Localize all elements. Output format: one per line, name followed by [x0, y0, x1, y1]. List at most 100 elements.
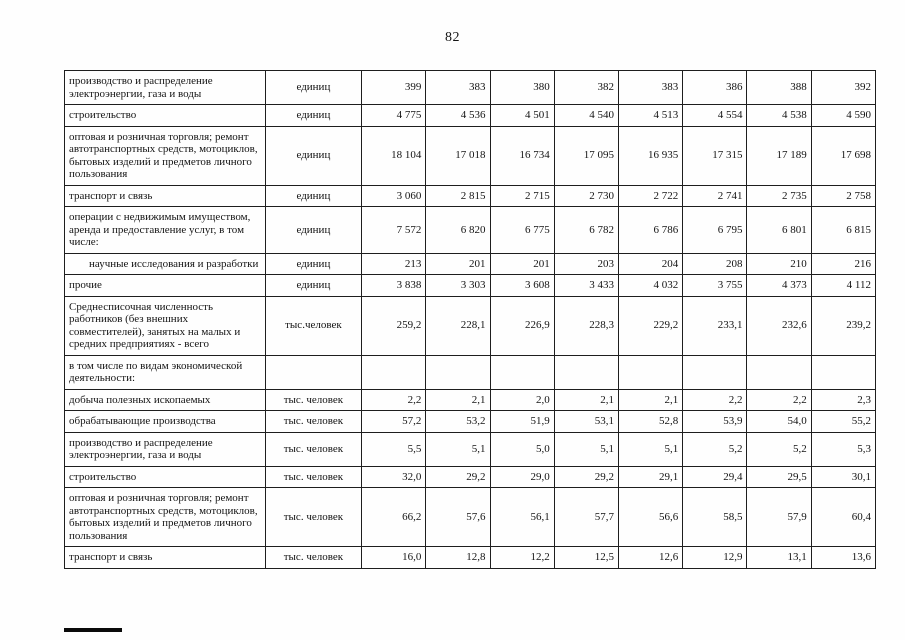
value-cell — [682, 354, 748, 390]
table-row: оптовая и розничная торговля; ремонт авт… — [64, 487, 877, 547]
value-cell: 5,3 — [810, 431, 877, 467]
row-unit: тыс. человек — [264, 546, 363, 569]
value-cell: 2,2 — [682, 388, 748, 411]
page-number: 82 — [445, 30, 460, 45]
value-cell: 4 536 — [425, 104, 491, 127]
value-cell: 3 303 — [425, 274, 491, 297]
value-cell: 5,1 — [425, 431, 491, 467]
value-cell: 2 815 — [425, 184, 491, 207]
value-cell: 208 — [682, 252, 748, 275]
value-cell: 5,2 — [746, 431, 812, 467]
value-cell: 5,0 — [489, 431, 555, 467]
row-label: Среднесписочная численность работников (… — [64, 295, 266, 356]
value-cell: 16 734 — [489, 125, 555, 186]
table-row: строительство единиц 4 775 4 536 4 501 4… — [64, 104, 877, 127]
row-label: добыча полезных ископаемых — [64, 388, 266, 411]
value-cell: 2,2 — [746, 388, 812, 411]
value-cell: 4 373 — [746, 274, 812, 297]
value-cell — [810, 354, 877, 390]
value-cell — [618, 354, 684, 390]
value-cell: 4 501 — [489, 104, 555, 127]
value-cell: 17 189 — [746, 125, 812, 186]
row-unit: единиц — [264, 184, 363, 207]
value-cell: 259,2 — [361, 295, 427, 356]
value-cell: 51,9 — [489, 410, 555, 433]
value-cell: 29,1 — [618, 465, 684, 488]
value-cell: 12,8 — [425, 546, 491, 569]
value-cell — [553, 354, 620, 390]
value-cell: 3 838 — [361, 274, 427, 297]
row-label: операции с недвижимым имуществом, аренда… — [64, 206, 266, 254]
table-row: производство и распределение электроэнер… — [64, 431, 877, 467]
value-cell: 386 — [682, 70, 748, 105]
value-cell: 383 — [425, 70, 491, 105]
value-cell: 3 433 — [553, 274, 620, 297]
table-row: производство и распределение электроэнер… — [64, 70, 877, 105]
table-row: обрабатывающие производства тыс. человек… — [64, 410, 877, 433]
value-cell: 52,8 — [618, 410, 684, 433]
row-unit: тыс. человек — [264, 465, 363, 488]
value-cell: 213 — [361, 252, 427, 275]
table-row: в том числе по видам экономической деяте… — [64, 354, 877, 390]
value-cell: 2,1 — [618, 388, 684, 411]
value-cell: 228,1 — [425, 295, 491, 356]
value-cell: 232,6 — [746, 295, 812, 356]
value-cell — [746, 354, 812, 390]
value-cell: 6 795 — [682, 206, 748, 254]
value-cell: 201 — [425, 252, 491, 275]
row-label: транспорт и связь — [64, 184, 266, 207]
value-cell: 53,1 — [553, 410, 620, 433]
table-row: строительство тыс. человек 32,0 29,2 29,… — [64, 465, 877, 488]
value-cell: 12,5 — [553, 546, 620, 569]
value-cell: 6 782 — [553, 206, 620, 254]
table-row: транспорт и связь единиц 3 060 2 815 2 7… — [64, 184, 877, 207]
value-cell: 16 935 — [618, 125, 684, 186]
row-label: оптовая и розничная торговля; ремонт авт… — [64, 487, 266, 547]
value-cell: 4 112 — [810, 274, 877, 297]
value-cell: 3 755 — [682, 274, 748, 297]
value-cell: 2 722 — [618, 184, 684, 207]
table-body: производство и распределение электроэнер… — [64, 70, 877, 569]
row-unit: тыс. человек — [264, 388, 363, 411]
value-cell: 2 715 — [489, 184, 555, 207]
value-cell: 32,0 — [361, 465, 427, 488]
value-cell: 4 540 — [553, 104, 620, 127]
value-cell — [489, 354, 555, 390]
row-unit: единиц — [264, 274, 363, 297]
row-unit: единиц — [264, 125, 363, 186]
table-row: прочие единиц 3 838 3 303 3 608 3 433 4 … — [64, 274, 877, 297]
value-cell: 12,2 — [489, 546, 555, 569]
value-cell: 60,4 — [810, 487, 877, 547]
statistics-table: производство и распределение электроэнер… — [64, 70, 877, 569]
table-row: добыча полезных ископаемых тыс. человек … — [64, 388, 877, 411]
value-cell: 2,0 — [489, 388, 555, 411]
value-cell: 228,3 — [553, 295, 620, 356]
value-cell: 4 554 — [682, 104, 748, 127]
value-cell: 17 315 — [682, 125, 748, 186]
value-cell: 30,1 — [810, 465, 877, 488]
value-cell: 57,7 — [553, 487, 620, 547]
row-unit: единиц — [264, 206, 363, 254]
row-unit: единиц — [264, 104, 363, 127]
value-cell: 53,9 — [682, 410, 748, 433]
table-row: Среднесписочная численность работников (… — [64, 295, 877, 356]
value-cell: 4 590 — [810, 104, 877, 127]
value-cell: 55,2 — [810, 410, 877, 433]
row-label: производство и распределение электроэнер… — [64, 431, 266, 467]
value-cell: 399 — [361, 70, 427, 105]
value-cell: 57,2 — [361, 410, 427, 433]
value-cell — [361, 354, 427, 390]
value-cell: 56,6 — [618, 487, 684, 547]
row-unit: тыс. человек — [264, 487, 363, 547]
value-cell: 16,0 — [361, 546, 427, 569]
row-unit: тыс. человек — [264, 410, 363, 433]
value-cell: 29,2 — [553, 465, 620, 488]
value-cell: 203 — [553, 252, 620, 275]
value-cell: 216 — [810, 252, 877, 275]
value-cell: 29,5 — [746, 465, 812, 488]
value-cell: 29,4 — [682, 465, 748, 488]
value-cell — [425, 354, 491, 390]
value-cell: 54,0 — [746, 410, 812, 433]
row-label: строительство — [64, 104, 266, 127]
value-cell: 2 730 — [553, 184, 620, 207]
